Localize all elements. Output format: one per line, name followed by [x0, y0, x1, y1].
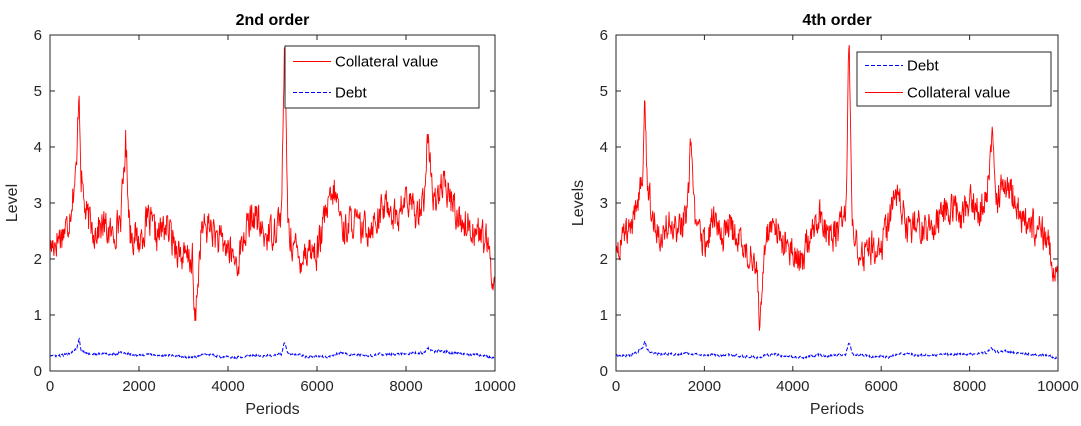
x-tick-label: 6000	[865, 378, 898, 395]
x-tick-label: 10000	[1037, 378, 1079, 395]
x-axis-label: Periods	[245, 401, 299, 418]
legend-label: Debt	[335, 85, 368, 102]
x-tick-label: 8000	[389, 378, 422, 395]
series-line-debt	[50, 337, 495, 360]
y-tick-label: 1	[600, 307, 608, 324]
y-tick-label: 1	[34, 307, 42, 324]
legend-box	[856, 51, 1052, 107]
y-tick-label: 3	[34, 195, 42, 212]
x-tick-label: 4000	[776, 378, 809, 395]
series-line-collateral-value	[50, 47, 495, 322]
y-tick-label: 5	[600, 83, 608, 100]
y-tick-label: 2	[600, 251, 608, 268]
x-tick-label: 8000	[953, 378, 986, 395]
x-tick-label: 0	[46, 378, 54, 395]
y-tick-label: 5	[34, 83, 42, 100]
y-tick-label: 0	[600, 363, 608, 380]
legend-label: Debt	[907, 58, 940, 75]
x-tick-label: 2000	[122, 378, 155, 395]
legend-box	[284, 45, 480, 109]
legend-label: Collateral value	[907, 85, 1010, 102]
x-tick-label: 10000	[474, 378, 516, 395]
chart-title: 4th order	[802, 12, 871, 29]
chart-title: 2nd order	[236, 12, 310, 29]
legend: Collateral value Debt	[284, 45, 480, 109]
chart-1: 2nd order 0 2000 4000 6000 8000 10000 0 1 2 3 4 5 6 Pe…	[4, 12, 516, 418]
y-tick-label: 3	[600, 195, 608, 212]
chart-2: 4th order 0 2000 4000 6000 8000 10000 0 1 2 3 4 5 6 Pe…	[570, 12, 1079, 418]
legend: Debt Collateral value	[856, 51, 1052, 107]
y-tick-label: 4	[600, 139, 608, 156]
y-tick-label: 0	[34, 363, 42, 380]
x-tick-label: 4000	[211, 378, 244, 395]
y-axis-label: Levels	[570, 180, 587, 226]
y-tick-label: 6	[600, 27, 608, 44]
x-tick-label: 2000	[688, 378, 721, 395]
x-tick-label: 0	[612, 378, 620, 395]
y-tick-label: 2	[34, 251, 42, 268]
x-axis-label: Periods	[810, 401, 864, 418]
x-tick-label: 6000	[300, 378, 333, 395]
series-line-debt	[616, 339, 1058, 361]
y-tick-label: 6	[34, 27, 42, 44]
legend-label: Collateral value	[335, 54, 438, 71]
series-line-collateral-value	[616, 44, 1058, 331]
y-tick-label: 4	[34, 139, 42, 156]
y-axis-label: Level	[4, 184, 21, 222]
